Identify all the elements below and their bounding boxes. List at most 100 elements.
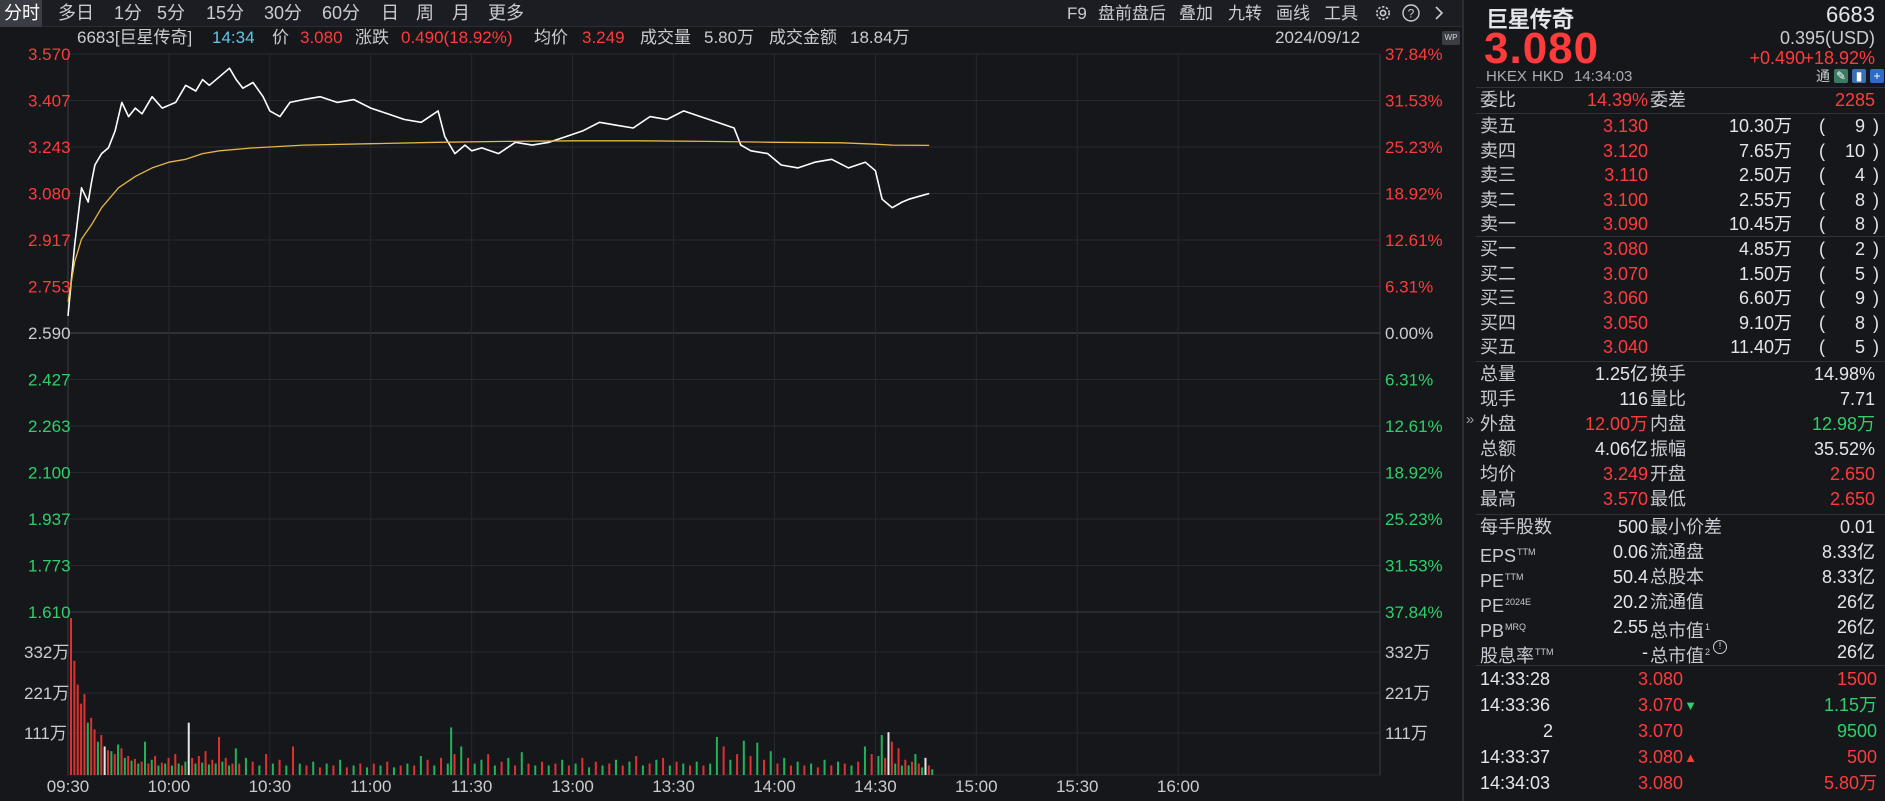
percent-tick-label: 37.84%: [1385, 603, 1443, 622]
separator: [1476, 236, 1885, 237]
volume-bar: [567, 765, 570, 775]
intraday-chart[interactable]: 3.570 3.407 3.243 3.080 2.917 2.753 2.590 2.427…: [0, 0, 1462, 801]
volume-bar: [160, 762, 163, 775]
volume-bar: [194, 763, 197, 775]
stat-value: 12.98万: [1811, 414, 1875, 434]
price-tick-label: 1.773: [28, 557, 71, 576]
tab-month[interactable]: 月: [452, 3, 470, 23]
draw-line-button[interactable]: 画线: [1276, 4, 1310, 23]
volume-bar: [641, 765, 644, 775]
price-tick-label: 2.590: [28, 324, 71, 343]
stat-value: 35.52%: [1813, 439, 1875, 459]
volume-bar: [460, 746, 463, 775]
exchange-label: HKEX: [1486, 68, 1527, 85]
ask-row[interactable]: 卖一 3.090 10.45万 (8): [1476, 212, 1885, 237]
trade-time: 14:34:03: [1480, 773, 1551, 793]
panel-divider[interactable]: [1462, 0, 1464, 801]
paren-close: ): [1873, 239, 1879, 259]
volume-bar: [238, 763, 241, 775]
ask-level-label: 卖三: [1480, 165, 1516, 185]
fundamental-label: PBMRQ: [1480, 621, 1527, 641]
volume-bar: [96, 741, 99, 775]
paren-open: (: [1819, 214, 1825, 234]
chevron-right-icon[interactable]: [1428, 3, 1450, 25]
volume-bar: [688, 765, 691, 775]
tab-day[interactable]: 日: [381, 3, 399, 23]
volume-bar: [187, 722, 190, 775]
volume-bar: [608, 763, 611, 775]
last-price: 3.080: [1484, 24, 1600, 73]
paren-close: ): [1873, 288, 1879, 308]
volume-bar: [924, 757, 927, 775]
info-icon[interactable]: !: [1713, 640, 1728, 654]
volume-bar: [614, 759, 617, 775]
chart-icon[interactable]: ▮: [1852, 69, 1866, 83]
stat-label: 内盘: [1650, 414, 1686, 434]
ask-row[interactable]: 卖二 3.100 2.55万 (8): [1476, 188, 1885, 213]
price-change: +0.490: [1749, 48, 1805, 68]
nine-turn-button[interactable]: 九转: [1228, 4, 1262, 23]
overlay-button[interactable]: 叠加: [1179, 4, 1213, 23]
volume-bar: [480, 759, 483, 775]
stat-label: 最高: [1480, 489, 1516, 509]
volume-bar: [181, 765, 184, 775]
volume-bar: [251, 761, 254, 775]
tab-more[interactable]: 更多: [488, 3, 524, 23]
volume-bar: [648, 763, 651, 775]
f9-button[interactable]: F9: [1067, 4, 1087, 23]
bid-count: 2: [1854, 239, 1865, 259]
paren-close: ): [1873, 116, 1879, 136]
volume-bar: [133, 758, 136, 775]
separator: [1476, 514, 1885, 515]
volume-bar: [214, 763, 217, 775]
ask-row[interactable]: 卖四 3.120 7.65万 (10): [1476, 139, 1885, 164]
volume-bar: [722, 746, 725, 775]
bid-row[interactable]: 买五 3.040 11.40万 (5): [1476, 335, 1885, 360]
tab-60min[interactable]: 60分: [322, 3, 361, 23]
ask-level-label: 卖四: [1480, 140, 1516, 161]
fundamental-label: 总股本: [1650, 567, 1704, 587]
tab-1min[interactable]: 1分: [114, 3, 143, 23]
add-icon[interactable]: +: [1870, 69, 1884, 83]
trade-price: 3.080: [1637, 747, 1683, 767]
volume-bar: [887, 732, 890, 775]
bid-row[interactable]: 买二 3.070 1.50万 (5): [1476, 262, 1885, 287]
trade-row: 2 3.070 9500: [1476, 719, 1885, 744]
fundamental-label: 每手股数: [1480, 517, 1552, 537]
volume-bar: [473, 763, 476, 775]
tab-multi-day[interactable]: 多日: [58, 3, 94, 23]
volume-bar: [231, 763, 234, 775]
tab-intraday[interactable]: 分时: [0, 0, 42, 27]
tab-week[interactable]: 周: [416, 3, 434, 23]
fundamental-row: PBMRQ 2.55 总市值1 26亿: [1476, 615, 1885, 641]
ask-row[interactable]: 卖三 3.110 2.50万 (4): [1476, 163, 1885, 188]
pre-post-market-button[interactable]: 盘前盘后: [1098, 4, 1166, 23]
volume-bar: [783, 757, 786, 775]
volume-bar: [234, 748, 237, 775]
volume-bar: [621, 765, 624, 775]
tab-30min[interactable]: 30分: [264, 3, 303, 23]
volume-bar: [796, 761, 799, 775]
volume-bar: [635, 755, 638, 775]
edit-icon[interactable]: ✎: [1834, 69, 1848, 83]
wp-badge[interactable]: WP: [1442, 31, 1460, 45]
currency-label: HKD: [1532, 68, 1564, 85]
bid-row[interactable]: 买四 3.050 9.10万 (8): [1476, 311, 1885, 336]
gear-icon[interactable]: [1372, 3, 1394, 25]
tab-5min[interactable]: 5分: [157, 3, 186, 23]
volume-bar: [191, 757, 194, 775]
collapse-panel-icon[interactable]: »: [1465, 411, 1475, 428]
percent-tick-label: 18.92%: [1385, 185, 1443, 204]
volume-bar: [863, 746, 866, 775]
volume-bar: [164, 763, 167, 775]
volume-bar: [534, 765, 537, 775]
bid-row[interactable]: 买一 3.080 4.85万 (2): [1476, 237, 1885, 262]
ask-row[interactable]: 卖五 3.130 10.30万 (9): [1476, 114, 1885, 139]
ask-level-label: 卖五: [1480, 116, 1516, 136]
fundamental-suffix: 1: [1705, 622, 1711, 632]
bid-row[interactable]: 买三 3.060 6.60万 (9): [1476, 286, 1885, 311]
stat-value: 4.06亿: [1594, 439, 1648, 459]
tab-15min[interactable]: 15分: [206, 3, 245, 23]
tools-button[interactable]: 工具: [1324, 4, 1358, 23]
help-icon[interactable]: ?: [1400, 3, 1422, 25]
